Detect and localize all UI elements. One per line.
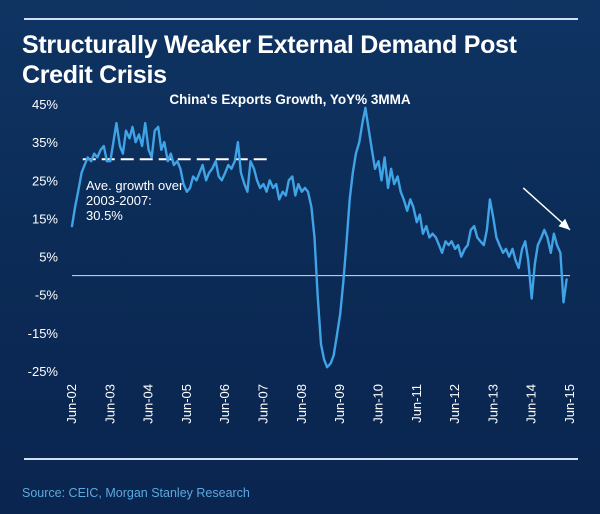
y-tick-label: -25% [28, 364, 59, 379]
x-tick-label: Jun-04 [141, 384, 156, 424]
y-tick-label: 5% [39, 250, 58, 265]
average-annotation-line: 30.5% [86, 208, 123, 223]
x-tick-label: Jun-11 [409, 384, 424, 423]
top-rule [24, 18, 578, 20]
x-tick-label: Jun-15 [562, 384, 577, 424]
y-axis-labels: 45% 35% 25% 15% 5% -5% -15% -25% [28, 97, 59, 379]
x-tick-label: Jun-13 [485, 384, 500, 424]
bottom-rule [24, 458, 578, 460]
x-tick-label: Jun-10 [370, 384, 385, 424]
x-tick-label: Jun-05 [179, 384, 194, 424]
x-tick-label: Jun-12 [447, 384, 462, 424]
page-title: Structurally Weaker External Demand Post… [22, 31, 517, 89]
series-line [70, 106, 568, 369]
source-note: Source: CEIC, Morgan Stanley Research [22, 486, 250, 500]
y-tick-label: 15% [32, 211, 58, 226]
x-tick-label: Jun-14 [524, 384, 539, 424]
chart-subtitle: China's Exports Growth, YoY% 3MMA [169, 92, 410, 107]
y-tick-label: 25% [32, 173, 58, 188]
y-tick-label: 45% [32, 97, 58, 112]
x-tick-label: Jun-02 [64, 384, 79, 424]
x-tick-label: Jun-09 [332, 384, 347, 424]
average-annotation: Ave. growth over 2003-2007: 30.5% [86, 178, 184, 223]
y-tick-label: -15% [28, 326, 59, 341]
average-annotation-line: Ave. growth over [86, 178, 184, 193]
x-tick-label: Jun-07 [256, 384, 271, 424]
y-tick-label: 35% [32, 135, 58, 150]
y-tick-label: -5% [35, 288, 59, 303]
x-axis-labels: Jun-02 Jun-03 Jun-04 Jun-05 Jun-06 Jun-07 Jun-… [64, 384, 577, 424]
trend-arrow [522, 187, 571, 231]
series-group [70, 106, 568, 369]
trend-arrow-head [558, 218, 570, 230]
x-tick-label: Jun-06 [217, 384, 232, 424]
x-tick-label: Jun-08 [294, 384, 309, 424]
x-tick-label: Jun-03 [102, 384, 117, 424]
average-line-group: Ave. growth over 2003-2007: 30.5% [82, 158, 271, 223]
average-annotation-line: 2003-2007: [86, 193, 152, 208]
